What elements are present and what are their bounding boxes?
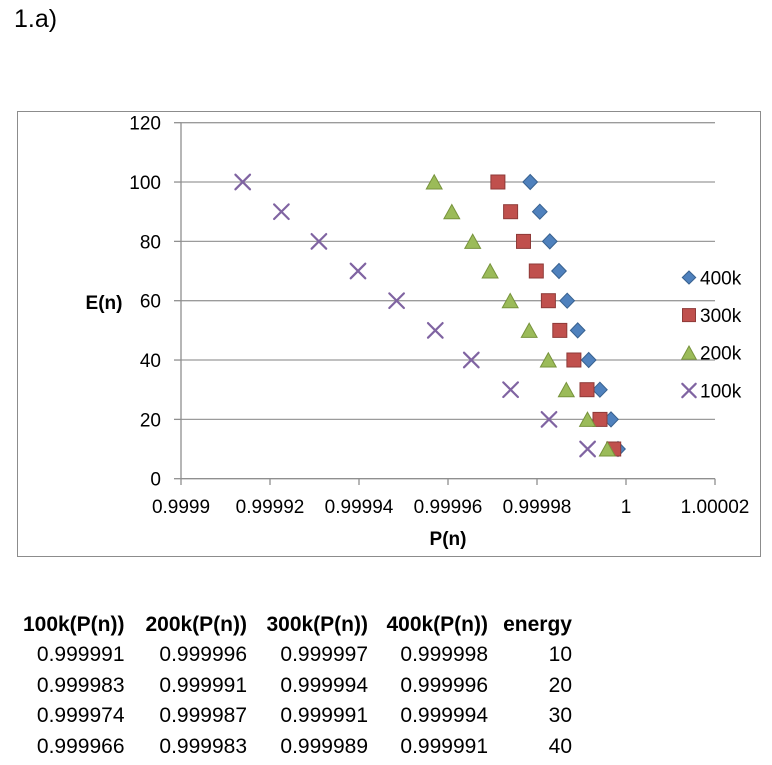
- svg-text:0.99998: 0.99998: [503, 497, 572, 518]
- svg-text:120: 120: [129, 114, 161, 135]
- svg-text:100k: 100k: [700, 381, 742, 402]
- svg-text:300k: 300k: [700, 306, 742, 327]
- svg-text:1: 1: [621, 497, 632, 518]
- svg-text:0.99992: 0.99992: [236, 497, 305, 518]
- svg-text:1.00002: 1.00002: [681, 497, 750, 518]
- svg-text:0: 0: [150, 470, 161, 491]
- svg-text:100: 100: [129, 173, 161, 194]
- svg-text:80: 80: [140, 232, 161, 253]
- svg-text:400k: 400k: [700, 268, 742, 289]
- svg-text:200k: 200k: [700, 344, 742, 365]
- svg-text:40: 40: [140, 351, 161, 372]
- svg-text:0.99994: 0.99994: [325, 497, 394, 518]
- svg-text:0.9999: 0.9999: [152, 497, 210, 518]
- svg-text:0.99996: 0.99996: [414, 497, 483, 518]
- svg-text:E(n): E(n): [86, 293, 123, 314]
- svg-text:P(n): P(n): [430, 529, 467, 550]
- svg-text:60: 60: [140, 292, 161, 313]
- svg-text:20: 20: [140, 410, 161, 431]
